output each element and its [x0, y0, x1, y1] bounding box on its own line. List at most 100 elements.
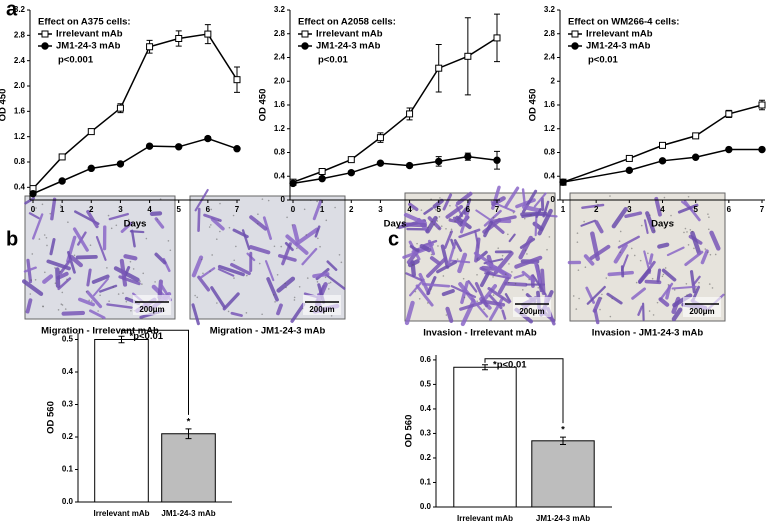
pore	[33, 209, 36, 211]
pore	[219, 230, 221, 233]
x-tick-label: 0	[31, 205, 36, 214]
pore	[115, 224, 118, 227]
y-tick-label: 0.4	[544, 171, 556, 180]
pore	[707, 251, 709, 254]
x-tick-label: 4	[147, 205, 152, 214]
marker	[406, 110, 414, 118]
cell	[513, 273, 525, 279]
marker	[347, 168, 355, 177]
legend-label: Irrelevant mAb	[316, 29, 383, 40]
cell	[191, 255, 204, 278]
pore	[504, 273, 507, 275]
pore	[34, 279, 37, 281]
pore	[41, 203, 44, 206]
cell	[86, 268, 92, 287]
pore	[709, 253, 712, 256]
pore	[284, 282, 286, 285]
pore	[54, 282, 57, 285]
pore	[684, 227, 687, 230]
pore	[276, 273, 279, 276]
pore	[274, 301, 276, 303]
marker	[464, 52, 472, 60]
scale-label: 200μm	[689, 307, 714, 316]
cell	[648, 253, 654, 265]
pore	[90, 300, 93, 302]
x-axis-label: Days	[651, 219, 674, 230]
pore	[106, 267, 108, 269]
y-tick-label: 2.4	[274, 53, 286, 62]
pore	[605, 277, 608, 279]
marker	[692, 132, 700, 140]
cell	[501, 309, 507, 320]
pore	[578, 297, 580, 300]
marker	[318, 174, 326, 183]
pore	[210, 224, 212, 226]
pore	[597, 203, 599, 206]
cell	[637, 305, 644, 316]
cell	[457, 207, 467, 221]
marker	[347, 156, 355, 164]
x-tick-label: JM1-24-3 mAb	[536, 514, 590, 523]
pore	[433, 223, 436, 226]
marker	[204, 30, 212, 38]
cell	[23, 266, 37, 273]
pore	[611, 297, 613, 300]
cell	[540, 268, 546, 296]
pore	[110, 227, 113, 230]
cell	[85, 290, 103, 309]
y-tick-label: 0	[281, 195, 286, 204]
y-tick-label: 0.1	[420, 478, 432, 487]
y-tick-label: 0.2	[62, 432, 74, 441]
x-tick-label: 6	[727, 205, 732, 214]
cell	[429, 256, 441, 266]
y-tick-label: 1.6	[14, 106, 26, 115]
cell	[463, 198, 472, 215]
pore	[691, 230, 694, 233]
marker	[659, 141, 666, 149]
pore	[217, 219, 220, 222]
pore	[664, 267, 667, 269]
pore	[89, 244, 92, 247]
cell	[119, 258, 128, 287]
cell	[690, 230, 702, 255]
marker	[87, 164, 95, 173]
y-tick-label: 3.2	[14, 5, 26, 14]
cell	[191, 303, 200, 326]
pore	[548, 236, 551, 238]
legend-marker	[41, 42, 49, 50]
pore	[630, 247, 633, 250]
x-tick-label: 7	[495, 205, 500, 214]
cell	[607, 270, 634, 277]
pore	[38, 238, 41, 240]
cell	[497, 276, 510, 295]
cell	[457, 252, 468, 274]
pore	[49, 212, 52, 215]
cell	[130, 229, 136, 248]
pore	[572, 295, 575, 297]
pore	[647, 252, 649, 255]
cell	[415, 284, 434, 307]
pore	[577, 269, 580, 271]
legend-marker	[41, 30, 49, 38]
pore	[232, 214, 235, 217]
marker	[625, 154, 633, 162]
cell	[277, 254, 297, 262]
cell	[50, 197, 57, 221]
cell	[491, 196, 506, 207]
cell	[312, 272, 330, 279]
scale-label: 200μm	[309, 305, 334, 314]
pore	[436, 220, 439, 222]
pore	[412, 208, 414, 211]
pore	[438, 227, 440, 229]
cell	[666, 246, 685, 257]
pore	[261, 313, 263, 316]
pore	[526, 253, 528, 255]
chart-title: Effect on A375 cells:	[38, 17, 131, 28]
pore	[112, 286, 114, 288]
pore	[246, 274, 248, 277]
panel-label: b	[6, 228, 18, 250]
pore	[60, 303, 63, 305]
cell	[427, 216, 442, 231]
cell	[684, 250, 704, 267]
cell	[613, 243, 628, 264]
